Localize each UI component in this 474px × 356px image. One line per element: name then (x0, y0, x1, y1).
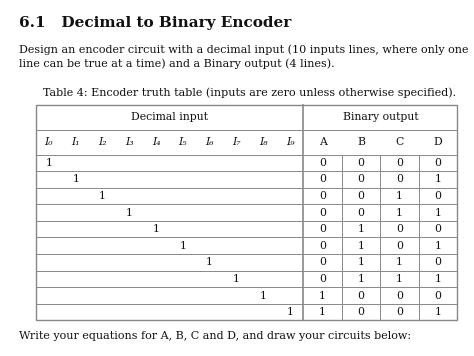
Text: D: D (434, 137, 443, 147)
Text: 0: 0 (396, 158, 403, 168)
Text: 1: 1 (396, 257, 403, 267)
Text: 1: 1 (319, 307, 326, 317)
Text: 1: 1 (358, 224, 365, 234)
Text: Write your equations for A, B, C and D, and draw your circuits below:: Write your equations for A, B, C and D, … (19, 331, 411, 341)
Text: 1: 1 (126, 208, 133, 218)
Text: 1: 1 (287, 307, 293, 317)
Text: 1: 1 (260, 290, 267, 300)
Text: 0: 0 (435, 257, 442, 267)
Text: 0: 0 (319, 224, 326, 234)
Text: 0: 0 (358, 307, 365, 317)
Bar (36, 105, 457, 320)
Text: 0: 0 (396, 290, 403, 300)
Text: 6.1   Decimal to Binary Encoder: 6.1 Decimal to Binary Encoder (19, 16, 291, 30)
Text: 1: 1 (396, 274, 403, 284)
Text: 1: 1 (396, 208, 403, 218)
Text: I₄: I₄ (152, 137, 160, 147)
Text: 1: 1 (358, 257, 365, 267)
Text: 1: 1 (233, 274, 240, 284)
Text: 0: 0 (358, 174, 365, 184)
Text: I₃: I₃ (125, 137, 134, 147)
Text: B: B (357, 137, 365, 147)
Text: 0: 0 (435, 191, 442, 201)
Text: I₆: I₆ (205, 137, 214, 147)
Text: 1: 1 (435, 307, 442, 317)
Text: I₂: I₂ (98, 137, 107, 147)
Text: I₇: I₇ (232, 137, 241, 147)
Text: Table 4: Encoder truth table (inputs are zero unless otherwise specified).: Table 4: Encoder truth table (inputs are… (43, 87, 456, 98)
Text: 0: 0 (358, 191, 365, 201)
Text: 0: 0 (396, 241, 403, 251)
Text: 0: 0 (319, 274, 326, 284)
Text: 0: 0 (319, 257, 326, 267)
Text: 0: 0 (435, 290, 442, 300)
Text: 1: 1 (153, 224, 160, 234)
Text: 0: 0 (319, 174, 326, 184)
Text: 0: 0 (396, 224, 403, 234)
Text: 1: 1 (72, 174, 79, 184)
Text: 1: 1 (319, 290, 326, 300)
Text: I₉: I₉ (286, 137, 294, 147)
Text: 0: 0 (319, 241, 326, 251)
Text: I₁: I₁ (72, 137, 80, 147)
Text: I₅: I₅ (179, 137, 187, 147)
Text: 0: 0 (358, 290, 365, 300)
Text: 1: 1 (396, 191, 403, 201)
Text: 0: 0 (396, 307, 403, 317)
Text: 1: 1 (435, 208, 442, 218)
Text: 1: 1 (206, 257, 213, 267)
Text: Design an encoder circuit with a decimal input (10 inputs lines, where only one: Design an encoder circuit with a decimal… (19, 44, 468, 55)
Text: 0: 0 (319, 208, 326, 218)
Text: 0: 0 (435, 224, 442, 234)
Text: 1: 1 (46, 158, 53, 168)
Text: 1: 1 (179, 241, 186, 251)
Text: 1: 1 (435, 241, 442, 251)
Text: Decimal input: Decimal input (131, 112, 208, 122)
Text: 0: 0 (396, 174, 403, 184)
Text: 1: 1 (435, 174, 442, 184)
Text: 1: 1 (435, 274, 442, 284)
Text: I₀: I₀ (45, 137, 53, 147)
Text: C: C (395, 137, 404, 147)
Text: 0: 0 (319, 191, 326, 201)
Text: 1: 1 (358, 274, 365, 284)
Text: 0: 0 (358, 158, 365, 168)
Text: Binary output: Binary output (343, 112, 418, 122)
Text: 1: 1 (358, 241, 365, 251)
Text: A: A (319, 137, 327, 147)
Text: 1: 1 (99, 191, 106, 201)
Text: 0: 0 (358, 208, 365, 218)
Text: 0: 0 (435, 158, 442, 168)
Text: 0: 0 (319, 158, 326, 168)
Text: line can be true at a time) and a Binary output (4 lines).: line can be true at a time) and a Binary… (19, 59, 335, 69)
Text: I₈: I₈ (259, 137, 267, 147)
